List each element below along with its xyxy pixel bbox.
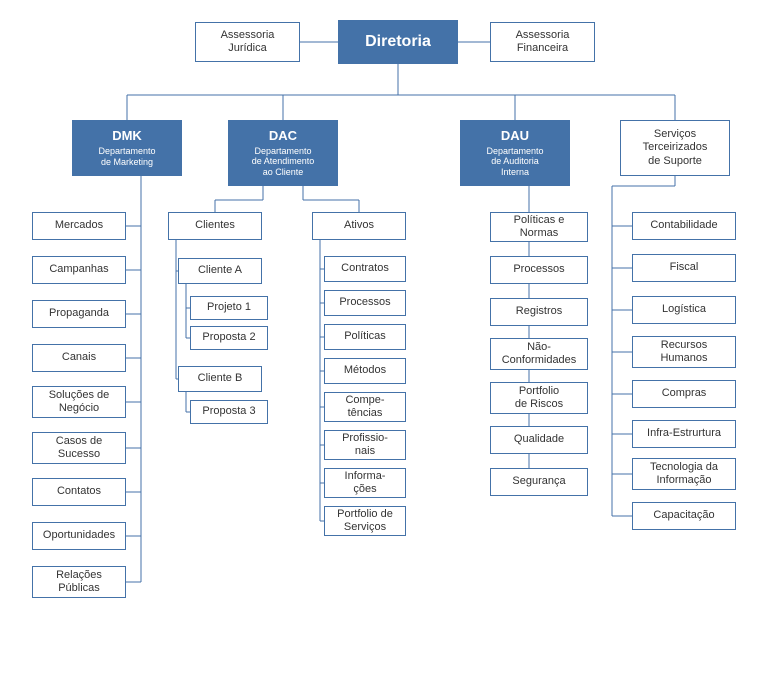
node-processos_ativos: Processos bbox=[324, 290, 406, 316]
node-contratos: Contratos bbox=[324, 256, 406, 282]
node-informacoes: Informa-ções bbox=[324, 468, 406, 498]
node-proposta2: Proposta 2 bbox=[190, 326, 268, 350]
node-competencias: Compe-tências bbox=[324, 392, 406, 422]
node-capacitacao: Capacitação bbox=[632, 502, 736, 530]
node-cliente_a: Cliente A bbox=[178, 258, 262, 284]
node-ativos: Ativos bbox=[312, 212, 406, 240]
node-logistica: Logística bbox=[632, 296, 736, 324]
node-portfolio_serv: Portfolio deServiços bbox=[324, 506, 406, 536]
node-contabilidade: Contabilidade bbox=[632, 212, 736, 240]
node-profissionais: Profissio-nais bbox=[324, 430, 406, 460]
node-registros: Registros bbox=[490, 298, 588, 326]
node-title: DAC bbox=[269, 128, 297, 144]
node-projeto1: Projeto 1 bbox=[190, 296, 268, 320]
node-dmk: DMK Departamentode Marketing bbox=[72, 120, 182, 176]
node-campanhas: Campanhas bbox=[32, 256, 126, 284]
node-mercados: Mercados bbox=[32, 212, 126, 240]
node-subtitle: Departamentode Marketing bbox=[98, 146, 155, 168]
node-infra: Infra-Estrurtura bbox=[632, 420, 736, 448]
node-seguranca: Segurança bbox=[490, 468, 588, 496]
node-contatos: Contatos bbox=[32, 478, 126, 506]
node-dac: DAC Departamentode Atendimentoao Cliente bbox=[228, 120, 338, 186]
node-nao_conf: Não-Conformidades bbox=[490, 338, 588, 370]
node-casos: Casos deSucesso bbox=[32, 432, 126, 464]
node-relacoes: RelaçõesPúblicas bbox=[32, 566, 126, 598]
node-title: DAU bbox=[501, 128, 529, 144]
node-solucoes: Soluções deNegócio bbox=[32, 386, 126, 418]
node-subtitle: Departamentode Atendimentoao Cliente bbox=[252, 146, 315, 178]
node-subtitle: Departamentode AuditoriaInterna bbox=[486, 146, 543, 178]
node-ti: Tecnologia daInformação bbox=[632, 458, 736, 490]
node-diretoria: Diretoria bbox=[338, 20, 458, 64]
node-assessoria_financeira: AssessoriaFinanceira bbox=[490, 22, 595, 62]
node-qualidade: Qualidade bbox=[490, 426, 588, 454]
node-title: DMK bbox=[112, 128, 142, 144]
node-canais: Canais bbox=[32, 344, 126, 372]
node-fiscal: Fiscal bbox=[632, 254, 736, 282]
node-suporte: ServiçosTerceirizadosde Suporte bbox=[620, 120, 730, 176]
node-compras: Compras bbox=[632, 380, 736, 408]
node-cliente_b: Cliente B bbox=[178, 366, 262, 392]
node-politicas_ativos: Políticas bbox=[324, 324, 406, 350]
node-assessoria_juridica: AssessoriaJurídica bbox=[195, 22, 300, 62]
node-rh: RecursosHumanos bbox=[632, 336, 736, 368]
node-oportunidades: Oportunidades bbox=[32, 522, 126, 550]
node-politicas_normas: Políticas eNormas bbox=[490, 212, 588, 242]
node-portfolio_riscos: Portfoliode Riscos bbox=[490, 382, 588, 414]
node-metodos: Métodos bbox=[324, 358, 406, 384]
node-propaganda: Propaganda bbox=[32, 300, 126, 328]
node-clientes: Clientes bbox=[168, 212, 262, 240]
node-dau: DAU Departamentode AuditoriaInterna bbox=[460, 120, 570, 186]
node-processos_dau: Processos bbox=[490, 256, 588, 284]
node-proposta3: Proposta 3 bbox=[190, 400, 268, 424]
